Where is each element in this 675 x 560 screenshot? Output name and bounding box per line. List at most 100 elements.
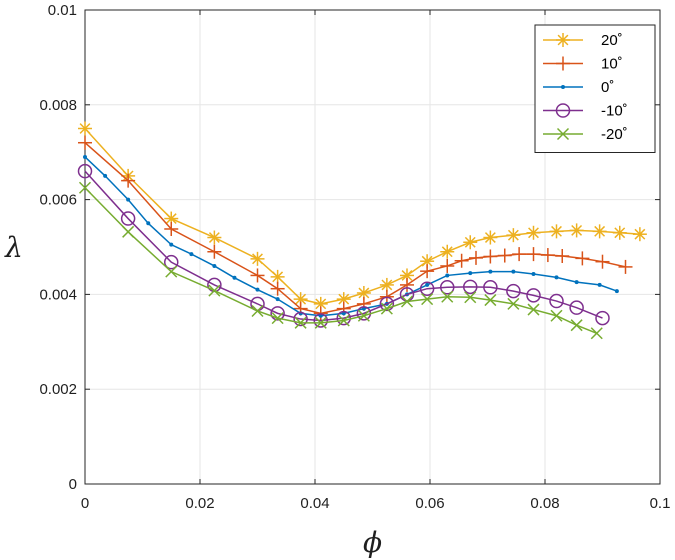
y-tick-label: 0.01 (48, 2, 77, 19)
data-point (463, 235, 478, 250)
data-point (445, 273, 450, 278)
x-tick-label: 0.1 (650, 495, 671, 512)
data-point (469, 250, 483, 265)
data-point (121, 173, 136, 188)
data-point (612, 225, 627, 240)
data-point (78, 135, 92, 150)
y-tick-label: 0.008 (39, 97, 77, 114)
data-point (270, 281, 285, 296)
data-point (590, 327, 603, 340)
data-point (77, 163, 93, 179)
data-point (275, 297, 280, 302)
data-point (569, 300, 584, 315)
data-point (425, 282, 430, 287)
data-point (314, 316, 327, 329)
data-point (526, 225, 541, 240)
data-point (293, 311, 308, 327)
data-point (570, 319, 583, 332)
legend-item: -20˚ (543, 126, 628, 143)
data-point (126, 197, 131, 202)
data-point (400, 295, 414, 308)
legend-label: 20˚ (601, 32, 623, 49)
series-line (84, 142, 626, 315)
legend-item: 10˚ (543, 56, 623, 73)
data-point (440, 258, 455, 273)
data-point (103, 173, 108, 178)
data-point (400, 277, 414, 292)
data-point (251, 304, 264, 318)
data-point (189, 252, 194, 257)
x-tick-label: 0.08 (530, 495, 559, 512)
x-tick-label: 0.02 (185, 495, 214, 512)
data-point (232, 275, 237, 280)
data-point (419, 281, 435, 296)
data-point (293, 292, 308, 307)
x-axis-label: ϕ (363, 526, 382, 559)
series-4 (78, 181, 603, 340)
series-0 (78, 121, 647, 311)
legend-item: 0˚ (543, 79, 614, 96)
data-point (294, 316, 307, 329)
data-point (483, 280, 498, 295)
data-point (554, 275, 559, 280)
data-point (575, 251, 590, 266)
data-point (146, 221, 151, 226)
data-point (595, 254, 610, 269)
data-point (618, 259, 633, 274)
data-point (78, 121, 92, 136)
data-point (507, 297, 520, 310)
data-point (420, 254, 435, 269)
data-point (506, 283, 521, 299)
data-point (527, 303, 540, 316)
data-point (165, 265, 178, 278)
data-point (337, 314, 350, 327)
legend-label: -10˚ (601, 103, 628, 120)
x-tick-label: 0.04 (300, 495, 329, 512)
legend-box (534, 24, 656, 153)
data-point (270, 269, 285, 284)
legend-marker (556, 127, 570, 141)
legend-label: 0˚ (601, 79, 614, 96)
series-2 (83, 154, 619, 318)
axis-ticks: 0 0.02 0.04 0.06 0.08 0.1 0 0.002 0.004 0.006 0.00… (39, 2, 670, 512)
data-point (441, 290, 454, 303)
data-point (595, 310, 610, 326)
y-tick-label: 0.006 (39, 192, 77, 209)
data-point (164, 254, 179, 270)
data-point (483, 249, 498, 264)
data-point (540, 248, 555, 263)
y-tick-label: 0.004 (39, 286, 77, 303)
data-point (208, 284, 221, 297)
x-tick-label: 0 (81, 495, 89, 512)
data-point (511, 269, 516, 274)
series-line (84, 156, 618, 317)
data-point (488, 269, 493, 274)
data-point (336, 292, 351, 307)
y-tick-label: 0 (69, 476, 77, 493)
data-point (592, 224, 607, 239)
data-point (597, 282, 602, 287)
y-axis-label: λ (4, 231, 23, 264)
data-point (440, 280, 455, 295)
data-point (255, 287, 260, 292)
data-point (270, 306, 285, 321)
series-1 (78, 135, 633, 321)
data-point (313, 313, 328, 328)
legend-marker (556, 33, 570, 47)
data-point (336, 310, 351, 326)
legend-marker (555, 103, 571, 118)
data-point (122, 225, 135, 238)
data-point (440, 244, 455, 259)
data-point (421, 293, 434, 306)
data-point (271, 312, 284, 325)
data-point (549, 293, 564, 309)
legend-label: -20˚ (601, 126, 628, 143)
data-point (569, 223, 584, 238)
data-point (526, 288, 541, 303)
data-point (78, 181, 92, 194)
data-point (549, 224, 564, 239)
legend-marker (556, 56, 570, 71)
data-point (169, 242, 174, 247)
